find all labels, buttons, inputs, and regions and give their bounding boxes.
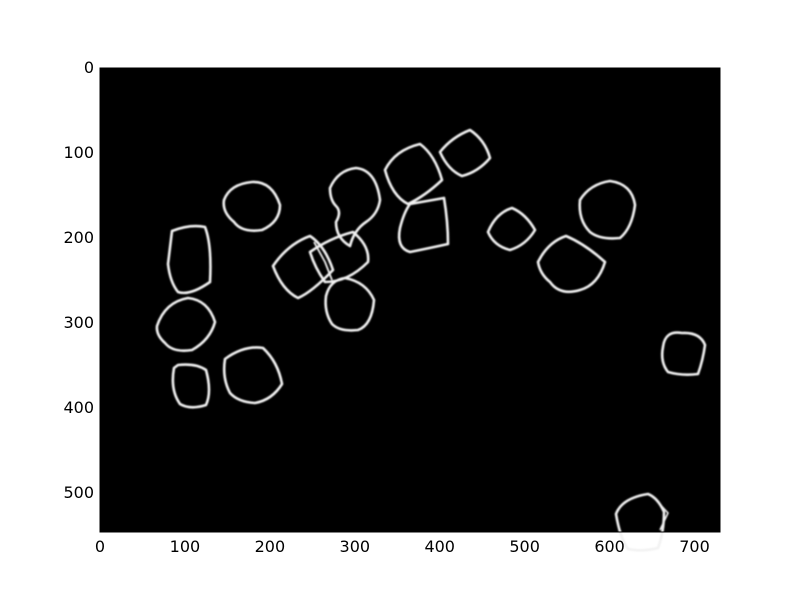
x-tick-label: 100 [170,537,201,556]
plot-frame [99,67,721,533]
x-tick-label: 300 [340,537,371,556]
x-tick-label: 600 [594,537,625,556]
edge-contour [271,234,335,300]
y-tick-label: 400 [63,398,94,417]
y-tick-label: 200 [63,228,94,247]
edge-contour [222,180,282,232]
x-tick-label: 0 [95,537,105,556]
edge-contour [397,196,450,254]
y-tick-label: 0 [84,58,94,77]
x-tick-label: 500 [509,537,540,556]
image-background [100,68,720,532]
edge-contour [324,276,376,332]
edge-outlines [155,128,707,552]
image-panel [100,68,720,552]
edge-contour [166,224,212,295]
x-tick-label: 400 [424,537,455,556]
x-axis: 0 100 200 300 400 500 600 700 [95,68,710,556]
edge-contour [655,499,669,531]
edge-contour [486,206,537,252]
y-tick-label: 100 [63,143,94,162]
edge-contour [383,142,444,206]
y-axis: 0 100 200 300 400 500 [63,58,720,502]
edge-contour [222,346,284,405]
edge-contour [155,296,217,352]
edge-contour [171,363,211,409]
edge-contour [313,241,333,281]
y-tick-label: 300 [63,313,94,332]
y-tick-label: 500 [63,483,94,502]
x-tick-label: 200 [255,537,286,556]
edge-contour [536,234,607,294]
edge-contour [614,492,666,552]
edge-contour [328,166,382,248]
edge-contour [660,331,707,376]
edge-contour [578,179,637,240]
edge-contour [438,128,492,178]
x-tick-label: 700 [679,537,710,556]
